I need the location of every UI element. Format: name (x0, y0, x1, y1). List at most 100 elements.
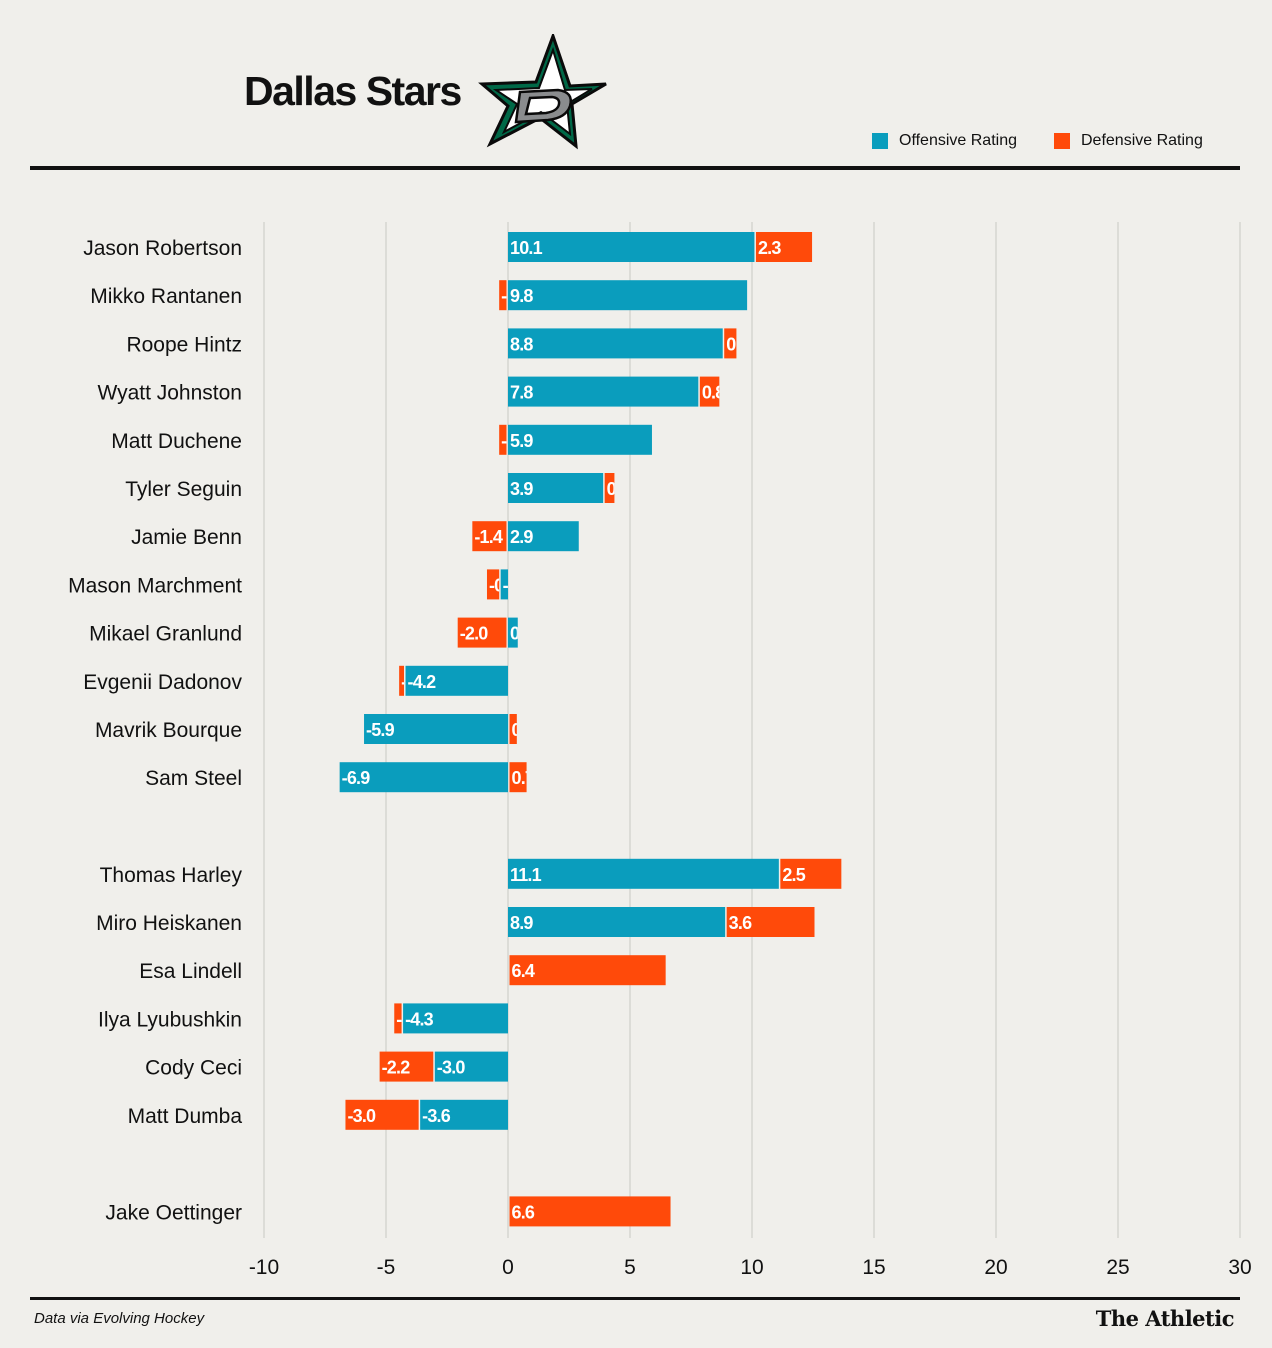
defensive-bar-label: 6.4 (512, 961, 535, 981)
defensive-bar (472, 521, 507, 552)
defensive-bar (604, 473, 615, 503)
legend-swatch-offensive (872, 133, 888, 149)
offensive-bar-group: -3.6 (420, 1099, 508, 1130)
defensive-bar (499, 424, 507, 455)
offensive-bar (364, 714, 508, 744)
footer-divider (30, 1297, 1240, 1300)
offensive-bar-label: 3.9 (510, 479, 533, 499)
offensive-bar (508, 232, 755, 262)
offensive-bar-label: 10.1 (510, 238, 543, 258)
player-name: Roope Hintz (126, 333, 242, 356)
x-tick-label: -5 (377, 1256, 396, 1279)
dallas-stars-logo (478, 34, 607, 150)
offensive-bar (508, 907, 726, 937)
x-tick-label: 5 (624, 1256, 636, 1279)
offensive-bar-label: -3.0 (437, 1058, 466, 1078)
player-name: Mikko Rantanen (90, 285, 242, 308)
player-name: Mavrik Bourque (95, 719, 242, 742)
offensive-bar-group: -6.9 (339, 762, 508, 793)
defensive-bar-label: -2.2 (382, 1058, 411, 1078)
offensive-bar-group: 3.9 (508, 473, 604, 503)
player-name: Wyatt Johnston (97, 382, 242, 405)
offensive-bar-label: 11.1 (510, 865, 542, 885)
defensive-bar-group: -0.5 (486, 569, 518, 600)
defensive-bar-group: -0.3 (394, 1003, 402, 1034)
defensive-bar-label: 0.5 (726, 334, 749, 354)
logo-d-letter (514, 88, 572, 124)
rating-bar-chart: -10 -5 0 5 10 15 20 25 30 Jason Robertson 10.1 2.3 M… (68, 222, 1252, 1279)
defensive-bar-group: 0.3 (509, 714, 535, 744)
defensive-bar-group: -3.0 (345, 1099, 419, 1130)
defensive-bar (345, 1099, 419, 1130)
defensive-bar-label: -0.3 (501, 431, 530, 451)
player-name: Sam Steel (145, 767, 242, 790)
offensive-bar-label: -6.9 (342, 768, 371, 788)
defensive-bar-label: 0.8 (702, 383, 725, 403)
offensive-bar-label: 2.9 (510, 527, 533, 547)
defensive-bar-label: -2.0 (460, 624, 489, 644)
defensive-bar-group: -2.0 (457, 617, 507, 648)
offensive-bar (403, 1003, 508, 1034)
player-name: Jake Oettinger (105, 1201, 242, 1224)
offensive-bar-label: -5.9 (366, 720, 395, 740)
player-name: Matt Dumba (128, 1105, 243, 1128)
offensive-bar-group: 5.9 (508, 424, 652, 455)
x-tick-label: 15 (862, 1256, 885, 1279)
defensive-bar-label: 0.7 (512, 768, 535, 788)
player-name: Tyler Seguin (125, 478, 242, 501)
defensive-bar-label: -0.3 (501, 286, 530, 306)
defensive-bar (509, 955, 666, 986)
player-name: Cody Ceci (145, 1057, 242, 1080)
defensive-bar-label: -0.5 (489, 575, 518, 595)
offensive-bar (508, 521, 579, 552)
defensive-bar-group: 2.5 (780, 858, 842, 889)
player-name: Matt Duchene (111, 430, 242, 453)
defensive-bar-group: 2.3 (755, 232, 813, 262)
offensive-bar (405, 665, 508, 696)
offensive-bar (508, 328, 723, 359)
legend-item-offensive: Offensive Rating (872, 132, 1017, 150)
defensive-bar-label: -1.4 (474, 527, 503, 547)
offensive-bar (339, 762, 508, 793)
defensive-bar (499, 280, 507, 311)
legend-label-offensive: Offensive Rating (899, 132, 1017, 149)
header-divider (30, 166, 1240, 170)
defensive-bar (394, 1003, 402, 1034)
offensive-bar-label: 9.8 (510, 286, 533, 306)
defensive-bar-label: 0.3 (512, 720, 535, 740)
player-name: Jamie Benn (131, 526, 242, 549)
offensive-bar-group: 10.1 (508, 232, 755, 262)
defensive-bar-label: -3.0 (347, 1106, 376, 1126)
player-name: Jason Robertson (83, 237, 242, 260)
defensive-bar-group: 0.7 (509, 762, 535, 793)
defensive-bar-label: 0.4 (607, 479, 630, 499)
player-name: Evgenii Dadonov (83, 671, 242, 694)
x-tick-label: 25 (1106, 1256, 1129, 1279)
defensive-bar-group: -0.3 (499, 424, 530, 455)
defensive-bar-group: 0.5 (724, 328, 749, 359)
defensive-bar (457, 617, 507, 648)
defensive-bar-group: 6.6 (509, 1196, 671, 1227)
legend-label-defensive: Defensive Rating (1081, 132, 1203, 149)
defensive-bar-group: -2.2 (379, 1051, 434, 1082)
offensive-bar-group: 0.4 (508, 617, 518, 648)
offensive-bar (508, 858, 779, 889)
legend-swatch-defensive (1054, 133, 1070, 149)
offensive-bar-label: -0.3 (503, 575, 532, 595)
legend-item-defensive: Defensive Rating (1054, 132, 1203, 150)
x-tick-label: -10 (249, 1256, 279, 1279)
x-tick-label: 20 (984, 1256, 1007, 1279)
defensive-bar (726, 907, 815, 937)
defensive-bar-group: 0.8 (699, 376, 725, 407)
defensive-bar-group: 0.4 (604, 473, 630, 503)
offensive-bar (508, 280, 748, 311)
offensive-bar-group: 8.8 (508, 328, 723, 359)
offensive-bar-group: 9.8 (508, 280, 748, 311)
x-tick-label: 30 (1228, 1256, 1251, 1279)
offensive-bar-group: 8.9 (508, 907, 726, 937)
player-name: Ilya Lyubushkin (98, 1008, 242, 1031)
defensive-bar-group: -1.4 (472, 521, 507, 552)
player-name: Thomas Harley (100, 864, 243, 887)
defensive-bar (755, 232, 813, 262)
data-source-note: Data via Evolving Hockey (34, 1310, 205, 1327)
